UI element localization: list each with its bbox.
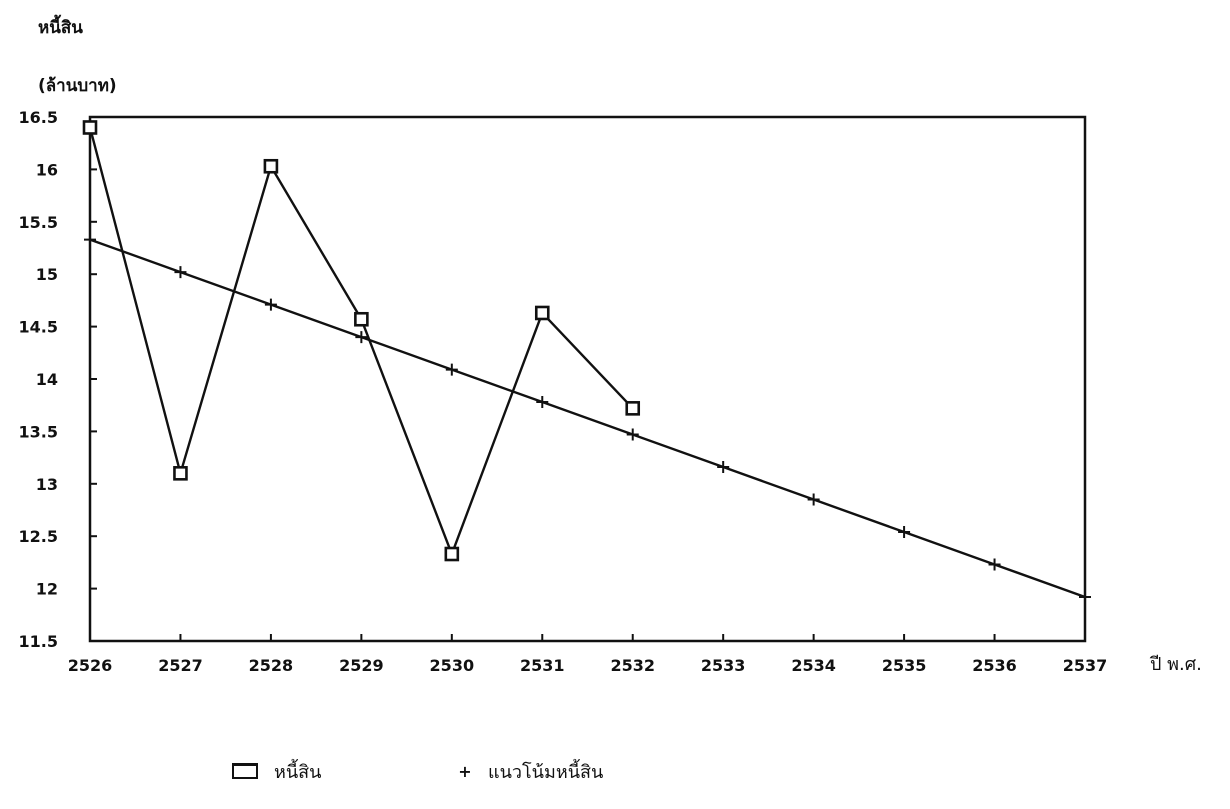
x-tick-label: 2531 [520, 656, 565, 675]
y-axis-label-line2: (ล้านบาท) [38, 76, 117, 96]
y-tick-label: 14 [36, 370, 58, 389]
y-axis-label-line1: หนี้สิน [38, 18, 83, 38]
y-tick-label: 15 [36, 265, 58, 284]
trend-point-marker [174, 266, 187, 279]
x-tick-label: 2530 [430, 656, 475, 675]
x-tick-label: 2536 [972, 656, 1017, 675]
y-tick-label: 16 [36, 160, 58, 179]
series-lines [88, 127, 1086, 599]
trend-point-marker [717, 461, 730, 474]
y-tick-label: 15.5 [19, 213, 58, 232]
legend-item-debt: หนี้สิน [232, 754, 321, 788]
x-tick-label: 2528 [249, 656, 294, 675]
x-tick-label: 2527 [158, 656, 203, 675]
legend-label-trend: แนวโน้มหนี้สิน [488, 761, 604, 783]
series-markers [82, 120, 1091, 603]
y-tick-label: 12 [36, 580, 58, 599]
plot-frame [88, 115, 1087, 643]
y-tick-label: 13.5 [19, 422, 58, 441]
trend-point-marker [988, 558, 1001, 571]
trend-point-marker [626, 428, 639, 441]
y-tick-label: 13 [36, 475, 58, 494]
x-tick-label: 2526 [68, 656, 113, 675]
trend-point-marker [536, 396, 549, 409]
trend-point-marker [807, 493, 820, 506]
trend-point-marker [84, 233, 96, 246]
y-tick-label: 16.5 [19, 108, 58, 127]
trend-series-line [89, 238, 1086, 599]
debt-point-marker [444, 546, 460, 562]
legend-label-debt: หนี้สิน [274, 761, 322, 783]
debt-point-marker [354, 311, 369, 327]
x-tick-label: 2535 [882, 656, 927, 675]
x-axis-label: ปี พ.ศ. [1150, 654, 1202, 675]
legend: หนี้สิน + แนวโน้มหนี้สิน [0, 754, 1230, 788]
plus-marker-icon: + [458, 761, 472, 781]
x-tick-label: 2533 [701, 656, 746, 675]
debt-point-marker [625, 401, 641, 416]
legend-item-trend: + แนวโน้มหนี้สิน [458, 754, 603, 788]
debt-point-marker [173, 466, 188, 481]
trend-point-marker [1079, 590, 1091, 603]
debt-point-marker [534, 305, 550, 321]
trend-point-marker [898, 526, 911, 539]
trend-point-marker [445, 363, 458, 376]
trend-point-marker [355, 331, 368, 344]
x-axis-ticks: 2526 2527 2528 2529 2530 2531 2532 2533 2534 2535… [68, 634, 1108, 675]
y-tick-label: 12.5 [19, 527, 58, 546]
x-tick-label: 2537 [1063, 656, 1108, 675]
debt-point-marker [263, 158, 279, 174]
y-axis-ticks: 11.5 12 12.5 13 13.5 14 14.5 15 15.5 16 16.5 [19, 108, 97, 651]
square-marker-icon [232, 763, 258, 779]
y-tick-label: 11.5 [19, 632, 58, 651]
x-tick-label: 2532 [610, 656, 655, 675]
debt-point-marker [82, 120, 98, 135]
trend-point-marker [264, 298, 277, 311]
y-tick-label: 14.5 [19, 318, 58, 337]
x-tick-label: 2529 [339, 656, 384, 675]
x-tick-label: 2534 [791, 656, 836, 675]
